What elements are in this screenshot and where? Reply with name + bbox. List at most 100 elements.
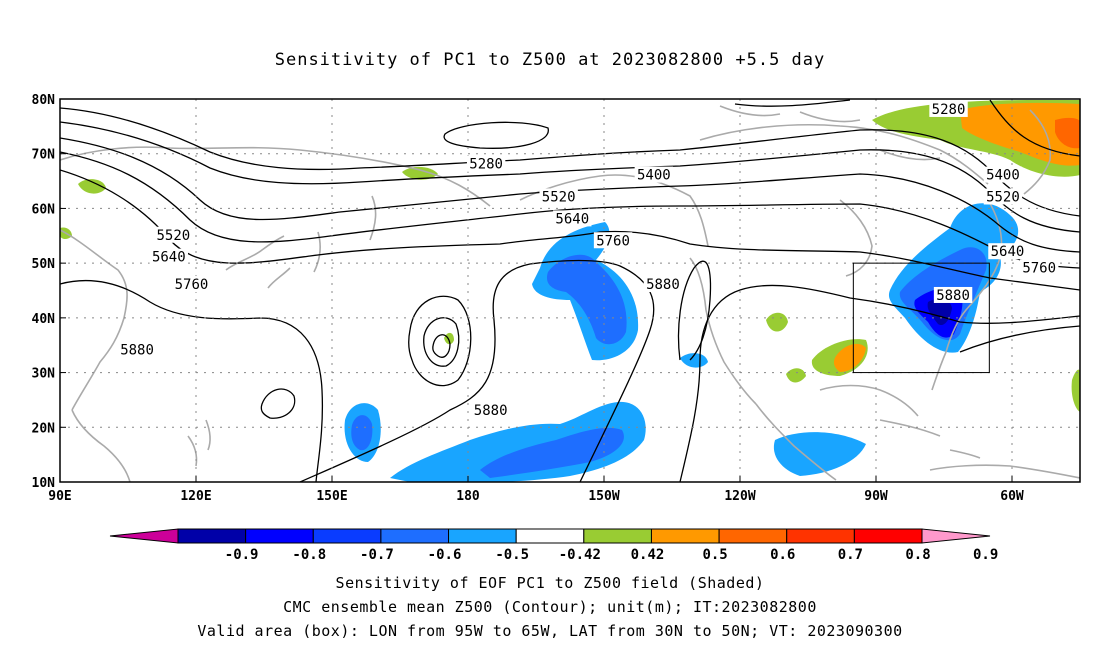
contour-5400 — [60, 121, 1080, 233]
lon-tick-label: 60W — [1000, 489, 1024, 504]
shade-negative-w-pacific-core — [351, 415, 373, 451]
colorbar-label: -0.7 — [360, 547, 394, 563]
contour-label: 5880 — [646, 277, 680, 293]
contour-label: 5760 — [175, 277, 209, 293]
colorbar-swatch — [515, 528, 585, 544]
contour-label-bg — [172, 276, 211, 293]
contour-label: 5640 — [991, 244, 1025, 260]
colorbar-swatch — [650, 528, 720, 544]
contour-label-bg — [929, 100, 968, 117]
coast-gulf — [819, 384, 919, 417]
contour-5880-pacific-high — [260, 388, 296, 419]
colorbar-label: -0.42 — [559, 547, 601, 563]
contour-label: 5880 — [120, 343, 154, 359]
colorbar-label: -0.9 — [225, 547, 259, 563]
lat-tick-labels: 80N 70N 60N 50N 40N 30N 20N 10N — [32, 93, 66, 491]
colorbar-label: -0.6 — [428, 547, 462, 563]
colorbar-swatch — [380, 528, 450, 544]
shade-positive-kamchatka — [402, 166, 438, 180]
colorbar-label: 0.5 — [702, 547, 727, 563]
shade-positive-atlantic-edge — [1071, 369, 1080, 412]
coast-na-east — [931, 199, 1003, 391]
contour-5880-cutoff-outer — [408, 295, 472, 387]
contour-label-bg — [1020, 259, 1059, 276]
contour-label-bg — [539, 188, 578, 205]
shade-positive-mexico — [766, 312, 788, 332]
contour-label-bg — [154, 226, 193, 243]
contour-label: 5280 — [932, 102, 966, 118]
coast-cuba — [879, 419, 981, 459]
contour-5520 — [60, 137, 1080, 253]
contour-5880-sa — [959, 325, 1080, 353]
coast-mexico — [755, 403, 837, 481]
colorbar-swatch — [448, 528, 517, 544]
contour-5280-c — [734, 99, 1080, 157]
coast-philippines — [187, 419, 211, 467]
lat-tick-label: 40N — [32, 312, 56, 327]
colorbar: -0.9 -0.8 -0.7 -0.6 -0.5 -0.42 0.42 0.5 0.6 0.7 0.… — [109, 528, 998, 563]
lon-tick-label: 120W — [724, 489, 755, 504]
contour-label: 5400 — [637, 168, 671, 184]
lat-tick-label: 10N — [32, 476, 56, 491]
contour-label-bg — [634, 166, 674, 183]
shade-positive-gulf-core — [833, 343, 866, 372]
lon-tick-labels: 90E 120E 150E 180 150W 120W 90W 60W — [48, 476, 1024, 504]
coast-korea-japan — [225, 235, 291, 289]
lon-tick-label: 150W — [588, 489, 619, 504]
contour-label-bg — [983, 166, 1023, 183]
lat-tick-label: 80N — [32, 93, 56, 108]
contour-label-bg — [933, 286, 973, 303]
contour-label: 5400 — [986, 168, 1020, 184]
contour-label-bg — [983, 188, 1023, 205]
contour-labels: 5280 5280 5400 5400 5520 5520 5520 5640 5640 5640… — [117, 100, 1059, 419]
shade-negative-tropics-core — [480, 427, 624, 478]
lat-tick-label: 60N — [32, 202, 56, 217]
colorbar-swatch — [853, 528, 923, 544]
contour-label: 5280 — [469, 157, 503, 173]
contour-5880-cutoff-core — [432, 334, 451, 358]
colorbar-label: 0.8 — [905, 547, 930, 563]
lon-tick-label: 150E — [316, 489, 347, 504]
colorbar-swatch — [786, 528, 855, 544]
contour-label: 5760 — [1022, 261, 1056, 277]
contour-label-bg — [593, 232, 633, 249]
lat-tick-label: 50N — [32, 257, 56, 272]
colorbar-swatch — [245, 528, 314, 544]
shade-negative-caribbean — [773, 432, 866, 476]
colorbar-label: -0.8 — [292, 547, 326, 563]
shaded-fields — [60, 100, 1080, 482]
colorbar-swatch — [312, 528, 382, 544]
shade-positive-arctic-max — [1055, 117, 1080, 149]
contour-label: 5760 — [596, 233, 630, 249]
contour-label: 5880 — [936, 288, 970, 304]
contour-label: 5640 — [152, 250, 186, 266]
shade-negative-e-pacific — [680, 353, 708, 368]
contour-5760 — [60, 169, 1080, 291]
contour-label: 5640 — [555, 211, 589, 227]
contour-5880-cutoff-inner — [423, 317, 460, 367]
lon-tick-label: 180 — [456, 489, 480, 504]
contour-5280-a — [60, 107, 1080, 217]
lat-tick-label: 30N — [32, 367, 56, 382]
z500-contours — [60, 99, 1080, 482]
shade-negative-npacific-core — [546, 254, 627, 345]
contour-5880-e-pacific — [677, 260, 712, 361]
contour-5880-trough — [299, 259, 655, 482]
coast-indochina — [71, 409, 131, 482]
contour-label-bg — [149, 248, 188, 265]
coast-sa-north — [929, 464, 1080, 479]
plot-frame — [59, 98, 1081, 483]
colorbar-label: -0.5 — [495, 547, 529, 563]
colorbar-swatch — [718, 528, 788, 544]
colorbar-swatch — [177, 528, 247, 544]
coast-hudson — [839, 199, 873, 277]
colorbar-label: 0.9 — [973, 547, 998, 563]
contour-label: 5520 — [986, 189, 1020, 205]
coast-kamchatka — [313, 195, 377, 273]
colorbar-label: 0.6 — [770, 547, 795, 563]
caption-line-2: CMC ensemble mean Z500 (Contour); unit(m… — [283, 598, 817, 616]
plot-title: Sensitivity of PC1 to Z500 at 2023082800… — [274, 50, 826, 70]
contour-5640 — [60, 151, 1080, 269]
contour-label: 5880 — [474, 403, 508, 419]
